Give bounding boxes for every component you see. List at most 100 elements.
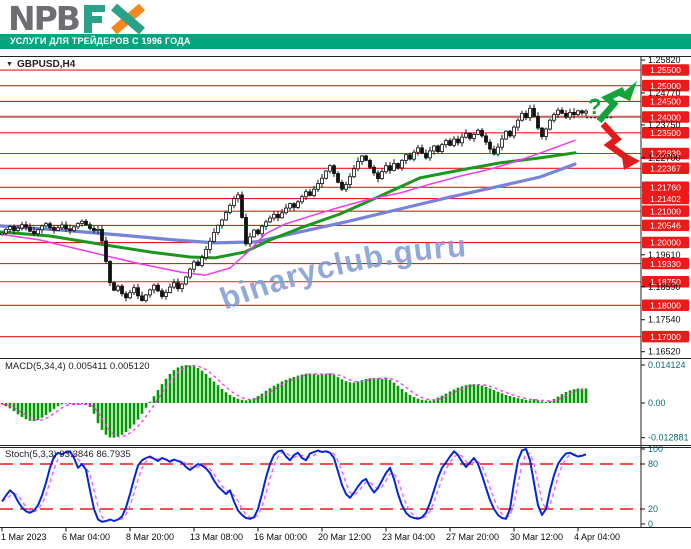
candle-body — [196, 261, 200, 266]
macd-indicator-label: MACD(5,34,4) 0.005411 0.005120 — [5, 361, 150, 372]
macd-bar — [412, 397, 416, 403]
macd-bar — [140, 403, 144, 414]
stoch-tick-label: 20 — [648, 504, 658, 514]
macd-bar — [324, 373, 328, 403]
candle-body — [288, 203, 292, 209]
logo-fx-icon — [83, 4, 145, 34]
macd-bar — [528, 400, 532, 403]
candle-body — [524, 112, 528, 119]
macd-bar — [144, 403, 148, 408]
candle-body — [252, 229, 256, 238]
macd-bar — [108, 403, 112, 438]
tagline-banner: УСЛУГИ ДЛЯ ТРЕЙДЕРОВ С 1996 ГОДА — [0, 34, 691, 49]
macd-bar — [100, 403, 104, 430]
macd-bar — [112, 403, 116, 438]
candle-body — [440, 144, 444, 152]
time-tick-label: 30 Mar 12:00 — [510, 532, 563, 542]
macd-bar — [224, 392, 228, 403]
candle-body — [92, 228, 96, 232]
macd-bar — [332, 375, 336, 403]
candle-body — [360, 155, 364, 163]
price-level-badge — [642, 275, 689, 288]
candle-body — [184, 276, 188, 285]
macd-bar — [436, 397, 440, 403]
price-tick-label: 1.18590 — [648, 282, 681, 292]
time-tick-label: 23 Mar 04:00 — [382, 532, 435, 542]
price-level-badge — [642, 299, 689, 311]
candle-body — [404, 154, 408, 161]
macd-bar — [476, 384, 480, 403]
candle-body — [280, 212, 284, 219]
price-level-badge-label: 1.21402 — [650, 194, 681, 204]
macd-bar — [248, 399, 252, 403]
macd-bar — [456, 387, 460, 403]
macd-bar — [396, 385, 400, 403]
macd-bar — [60, 403, 64, 405]
macd-bar — [540, 401, 544, 403]
candle-body — [532, 107, 536, 117]
candle-body — [400, 159, 404, 169]
candle-body — [316, 183, 320, 190]
candle-body — [376, 172, 380, 179]
candle-body — [80, 220, 84, 224]
macd-bar — [576, 388, 580, 403]
candle-body — [204, 249, 208, 259]
macd-bar — [472, 384, 476, 403]
candle-body — [332, 165, 336, 174]
macd-bar — [444, 393, 448, 403]
macd-bar — [392, 382, 396, 403]
price-tick-label: 1.23750 — [648, 120, 681, 130]
price-tick-label: 1.16520 — [648, 347, 681, 357]
macd-signal-line — [1, 365, 587, 438]
candle-body — [56, 227, 60, 231]
macd-bar — [504, 394, 508, 403]
macd-bar — [272, 385, 276, 403]
macd-bar — [220, 389, 224, 403]
candle-body — [480, 129, 484, 137]
macd-bar — [380, 378, 384, 403]
candle-body — [156, 284, 160, 292]
candle-body — [448, 140, 452, 146]
chevron-down-icon: ▼ — [6, 61, 13, 68]
candle-body — [216, 224, 220, 233]
macd-bar — [128, 403, 132, 429]
price-level-badge-label: 1.25000 — [650, 81, 681, 91]
npbfx-logo: NPB — [8, 2, 147, 35]
macd-bar — [300, 374, 304, 403]
candle-body — [192, 261, 196, 270]
macd-bar — [68, 403, 72, 405]
macd-bar — [264, 390, 268, 403]
candle-body — [160, 290, 164, 297]
price-level-badge-label: 1.21000 — [650, 206, 681, 216]
macd-bar — [564, 391, 568, 403]
bearish-arrow — [600, 121, 629, 161]
candle-body — [40, 225, 44, 231]
macd-bar — [364, 379, 368, 403]
candle-body — [484, 135, 488, 143]
candle-body — [144, 294, 148, 301]
candle-body — [272, 213, 276, 219]
candle-body — [584, 110, 588, 114]
macd-bar — [424, 400, 428, 403]
stoch-d-line — [1, 450, 587, 522]
candle-body — [44, 223, 48, 227]
macd-bar — [32, 403, 36, 422]
candle-body — [380, 171, 384, 179]
macd-bar — [24, 403, 28, 420]
price-level-badge-label: 1.20546 — [650, 221, 681, 231]
candle-body — [320, 177, 324, 184]
macd-bar — [460, 386, 464, 403]
candle-body — [304, 191, 308, 198]
candle-body — [336, 173, 340, 183]
candle-body — [180, 283, 184, 290]
macd-bar — [28, 403, 32, 421]
macd-bar — [480, 385, 484, 403]
candle-body — [476, 129, 480, 135]
macd-bar — [180, 365, 184, 403]
time-tick-label: 4 Apr 04:00 — [574, 532, 620, 542]
price-level-badge-label: 1.21760 — [650, 183, 681, 193]
symbol-timeframe-label[interactable]: ▼ GBPUSD,H4 — [6, 59, 75, 70]
price-level-badge-label: 1.18750 — [650, 277, 681, 287]
